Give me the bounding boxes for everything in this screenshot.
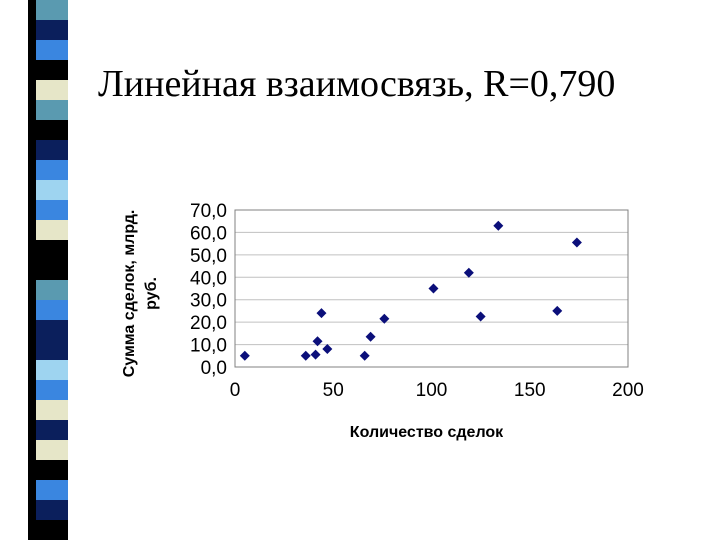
- strip-block: [28, 40, 68, 60]
- strip-block: [28, 80, 68, 100]
- y-tick-label: 60,0: [190, 223, 227, 244]
- strip-block: [28, 140, 68, 160]
- strip-block: [28, 500, 68, 520]
- data-point: [365, 331, 376, 342]
- x-tick-label: 0: [230, 380, 241, 401]
- x-tick-label: 200: [612, 380, 644, 401]
- strip-block: [28, 20, 68, 40]
- strip-block: [28, 380, 68, 400]
- data-point: [316, 308, 327, 319]
- y-axis-label-line: руб.: [143, 277, 160, 310]
- y-axis-label: Сумма сделок, млрд. руб.: [121, 210, 160, 378]
- scatter-chart: 0,010,020,030,040,050,060,070,0 0 50 100 15…: [121, 201, 644, 441]
- data-point: [300, 350, 311, 361]
- strip-block: [28, 160, 68, 180]
- strip-block: [28, 240, 68, 260]
- strip-block: [28, 60, 68, 80]
- strip-block: [28, 300, 68, 320]
- strip-block: [28, 440, 68, 460]
- decorative-side-strip: [28, 0, 68, 540]
- data-point: [571, 237, 582, 248]
- strip-block: [28, 360, 68, 380]
- plot-area: [234, 209, 629, 368]
- strip-block: [28, 420, 68, 440]
- data-point: [239, 350, 250, 361]
- strip-block: [28, 480, 68, 500]
- strip-block: [28, 100, 68, 120]
- strip-block: [28, 0, 68, 20]
- strip-block: [28, 220, 68, 240]
- strip-block: [28, 460, 68, 480]
- x-axis-label: Количество сделок: [350, 424, 504, 441]
- x-tick-label: 50: [323, 380, 344, 401]
- data-point: [428, 283, 439, 294]
- strip-block: [28, 120, 68, 140]
- y-tick-label: 20,0: [190, 313, 227, 334]
- strip-block: [28, 280, 68, 300]
- data-point: [359, 350, 370, 361]
- y-tick-label: 50,0: [190, 246, 227, 267]
- data-point: [463, 267, 474, 278]
- data-point: [552, 305, 563, 316]
- strip-block: [28, 260, 68, 280]
- strip-block: [28, 340, 68, 360]
- y-tick-label: 0,0: [201, 358, 227, 379]
- slide-title: Линейная взаимосвязь, R=0,790: [98, 63, 616, 105]
- x-tick-label: 100: [416, 380, 448, 401]
- x-tick-label: 150: [514, 380, 546, 401]
- x-tick-labels: 0 50 100 150 200: [230, 380, 644, 401]
- strip-block: [28, 400, 68, 420]
- strip-block: [28, 320, 68, 340]
- strip-block: [28, 200, 68, 220]
- data-point: [312, 336, 323, 347]
- y-tick-labels: 0,010,020,030,040,050,060,070,0: [190, 201, 227, 379]
- data-point: [310, 349, 321, 360]
- strip-edge: [28, 0, 36, 540]
- data-point: [322, 344, 333, 355]
- strip-block: [28, 180, 68, 200]
- strip-block: [28, 520, 68, 540]
- y-axis-label-line: Сумма сделок, млрд.: [121, 210, 138, 378]
- data-point: [493, 220, 504, 231]
- y-tick-label: 30,0: [190, 291, 227, 312]
- data-points: [239, 220, 582, 361]
- data-point: [475, 311, 486, 322]
- y-tick-label: 70,0: [190, 201, 227, 222]
- y-tick-label: 40,0: [190, 268, 227, 289]
- y-tick-label: 10,0: [190, 336, 227, 357]
- data-point: [379, 313, 390, 324]
